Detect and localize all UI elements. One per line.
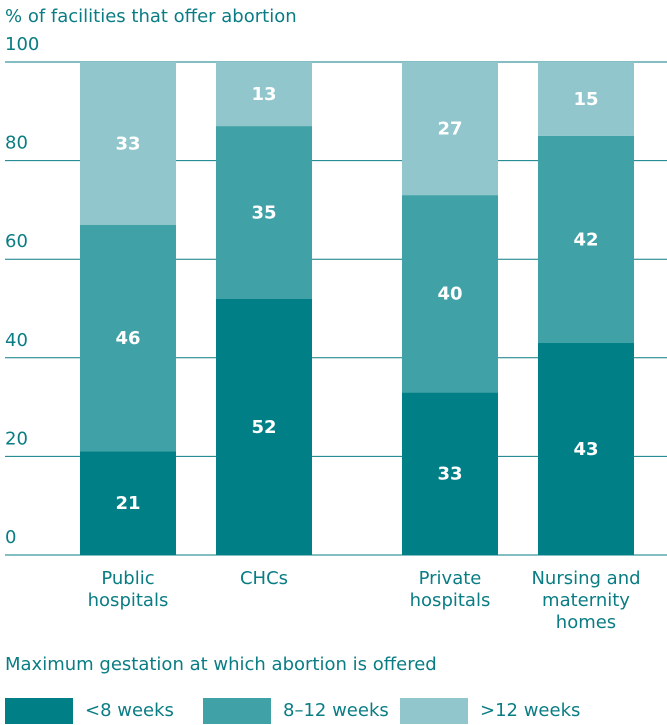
bar-segment — [538, 62, 634, 136]
bar-segment — [538, 135, 634, 344]
bar-segment — [402, 392, 498, 555]
bar-segment — [216, 62, 312, 127]
y-axis-label: % of facilities that offer abortion — [5, 6, 297, 27]
x-tick-label: CHCs — [239, 568, 289, 589]
data-label: 43 — [573, 439, 598, 460]
legend-label: 8–12 weeks — [283, 700, 389, 721]
data-label: 35 — [251, 202, 276, 223]
bar-segment — [80, 224, 176, 452]
y-tick-label: 0 — [5, 527, 16, 548]
y-tick-label: 40 — [5, 330, 28, 351]
y-tick-label: 80 — [5, 133, 28, 154]
data-label: 33 — [437, 464, 462, 485]
legend-swatch — [203, 698, 271, 724]
data-label: 46 — [115, 328, 140, 349]
bar-segment — [216, 126, 312, 299]
data-label: 42 — [573, 229, 598, 250]
bar-segment — [538, 343, 634, 555]
data-label: 33 — [115, 133, 140, 154]
data-label: 27 — [437, 119, 462, 140]
legend-swatch — [400, 698, 468, 724]
data-label: 13 — [251, 84, 276, 105]
y-tick-label: 20 — [5, 428, 28, 449]
legend-swatch — [5, 698, 73, 724]
y-tick-label: 100 — [5, 34, 39, 55]
bar-segment — [80, 451, 176, 555]
legend-label: >12 weeks — [480, 700, 580, 721]
legend-label: <8 weeks — [85, 700, 174, 721]
data-label: 15 — [573, 89, 598, 110]
data-label: 40 — [437, 284, 462, 305]
data-label: 21 — [115, 493, 140, 514]
x-tick-label: Private hospitals — [409, 568, 491, 611]
bar-segment — [402, 62, 498, 196]
legend-title: Maximum gestation at which abortion is o… — [5, 654, 437, 675]
x-tick-label: Public hospitals — [87, 568, 169, 611]
bar-segment — [216, 298, 312, 555]
data-label: 52 — [251, 417, 276, 438]
bar-segment — [80, 62, 176, 225]
x-tick-label: Nursing and maternity homes — [531, 568, 641, 633]
y-tick-label: 60 — [5, 231, 28, 252]
bar-segment — [402, 195, 498, 393]
